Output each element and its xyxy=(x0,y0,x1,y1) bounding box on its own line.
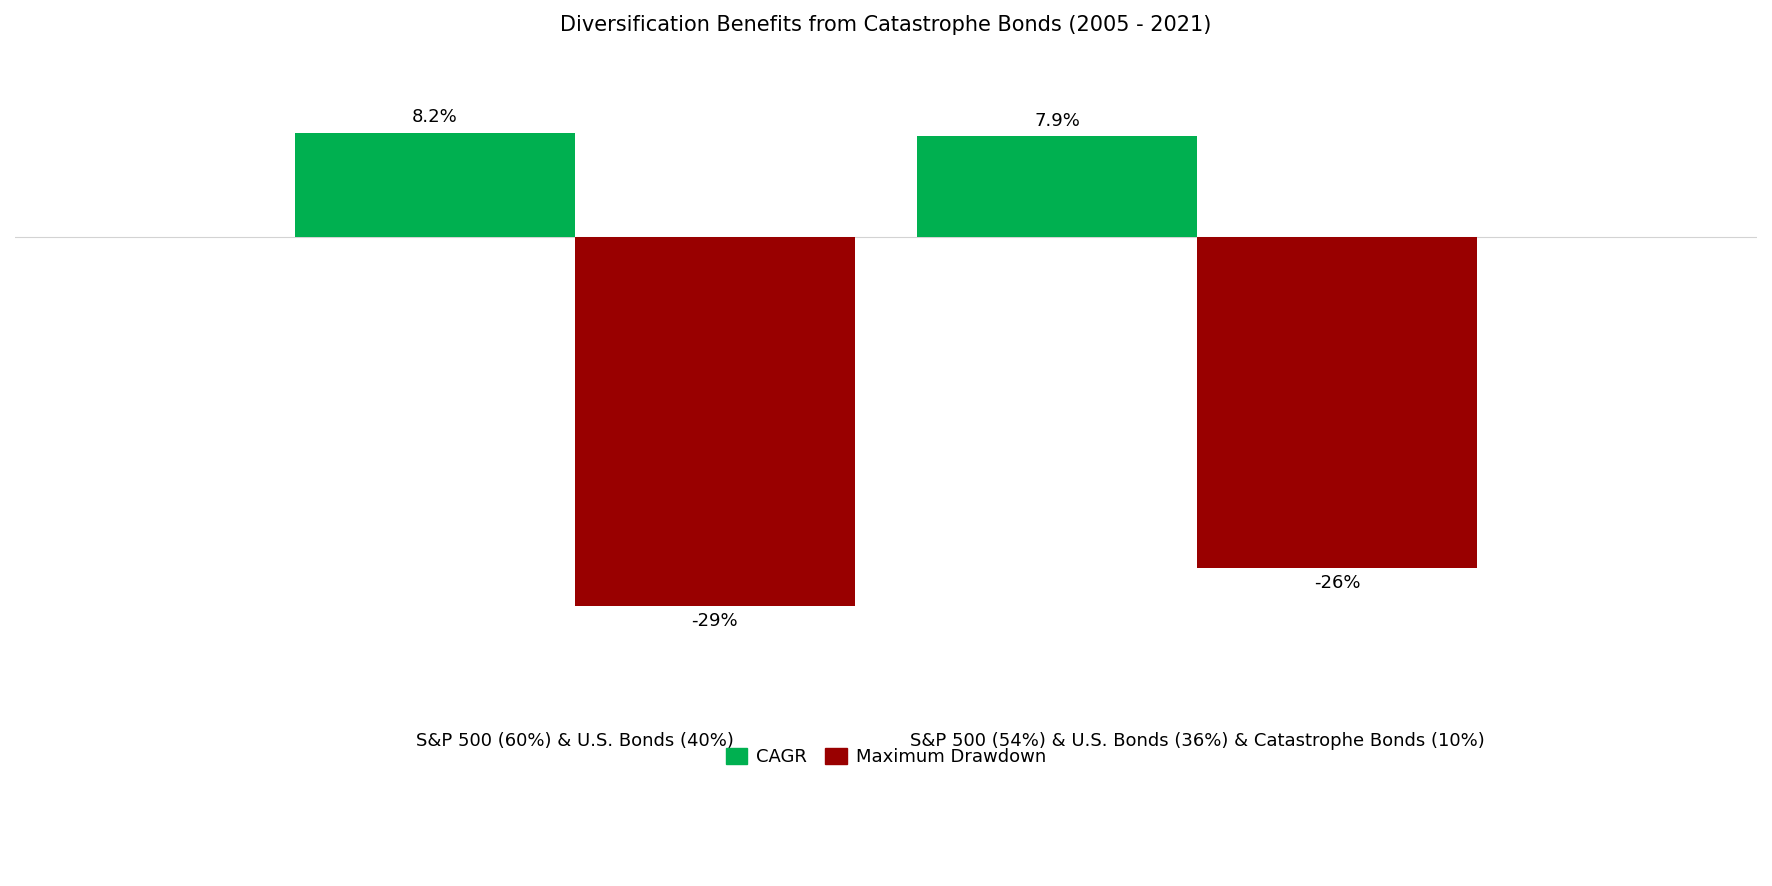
Text: -29%: -29% xyxy=(691,612,739,630)
Legend: CAGR, Maximum Drawdown: CAGR, Maximum Drawdown xyxy=(718,741,1054,773)
Text: S&P 500 (54%) & U.S. Bonds (36%) & Catastrophe Bonds (10%): S&P 500 (54%) & U.S. Bonds (36%) & Catas… xyxy=(909,732,1485,750)
Text: S&P 500 (60%) & U.S. Bonds (40%): S&P 500 (60%) & U.S. Bonds (40%) xyxy=(416,732,734,750)
Text: 8.2%: 8.2% xyxy=(413,108,457,126)
Bar xyxy=(574,237,854,606)
Bar xyxy=(294,133,574,237)
Bar xyxy=(1198,237,1478,568)
Bar xyxy=(918,136,1198,237)
Text: 7.9%: 7.9% xyxy=(1035,112,1079,130)
Text: -26%: -26% xyxy=(1313,574,1361,592)
Title: Diversification Benefits from Catastrophe Bonds (2005 - 2021): Diversification Benefits from Catastroph… xyxy=(560,15,1212,35)
